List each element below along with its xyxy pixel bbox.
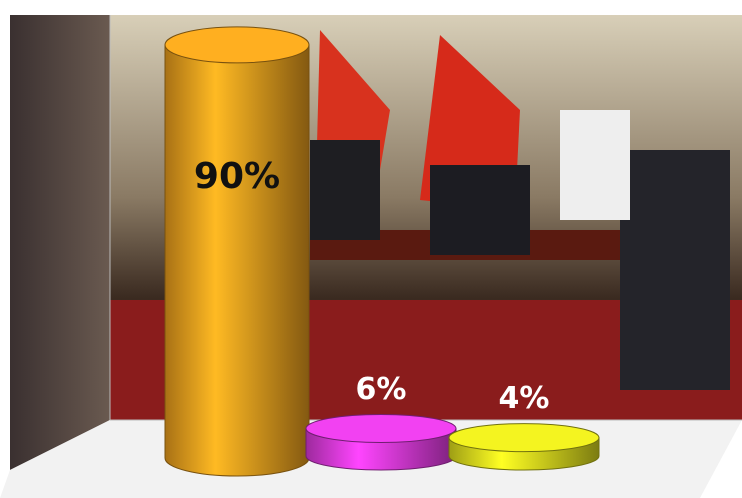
value-label: 90%	[194, 156, 280, 197]
cylinder-top	[164, 26, 310, 64]
value-label: 6%	[356, 372, 407, 407]
cylinder-top	[448, 423, 600, 453]
cylinder-body	[164, 44, 310, 477]
value-label: 4%	[499, 381, 550, 416]
cylinder-top	[305, 413, 457, 443]
plot-area: 90% 6% 4%	[164, 26, 600, 477]
